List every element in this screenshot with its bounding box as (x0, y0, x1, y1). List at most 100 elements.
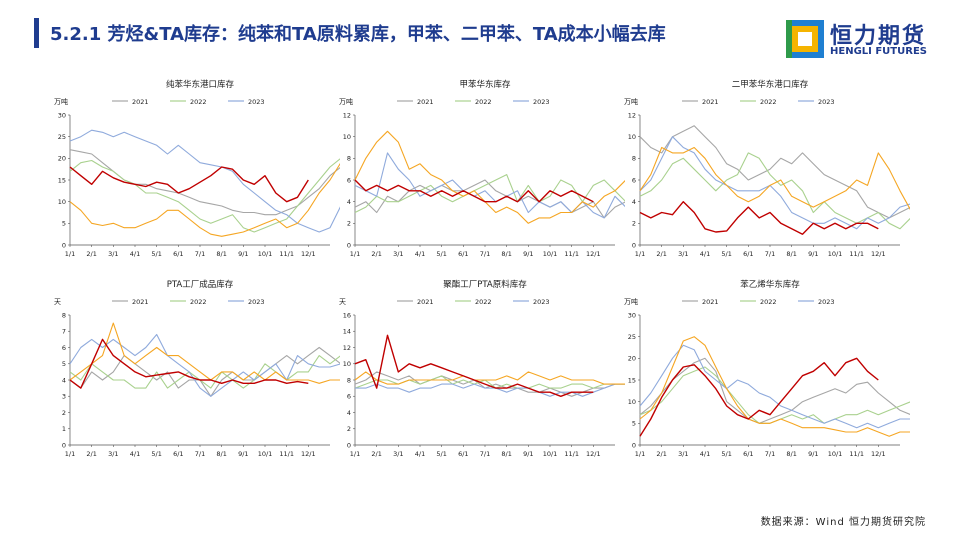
series-line-2021 (639, 125, 910, 219)
chart-pta-plant-inventory: PTA工厂成品库存天 2021 2022 2023 0 1 2 3 4 5 6 7 8 1/1 2/1 3/1… (40, 270, 340, 470)
chart-title: 二甲苯华东港口库存 (732, 79, 809, 90)
y-tick-label: 20 (58, 155, 66, 163)
x-tick-label: 3/1 (678, 250, 688, 258)
legend-label-2021: 2021 (132, 298, 149, 306)
x-tick-label: 12/1 (871, 450, 886, 458)
y-tick-label: 10 (58, 198, 66, 206)
y-tick-label: 3 (62, 393, 66, 401)
x-tick-label: 2/1 (656, 450, 666, 458)
x-tick-label: 3/1 (678, 450, 688, 458)
x-tick-label: 5/1 (436, 250, 446, 258)
x-tick-label: 12/1 (586, 450, 601, 458)
series-line-2022 (354, 174, 625, 213)
series-line-2021 (69, 346, 340, 397)
legend-label-2022: 2022 (760, 298, 777, 306)
series-line-2022 (69, 355, 340, 389)
title-accent-bar (34, 18, 39, 48)
legend-label-2023: 2023 (533, 298, 550, 306)
logo-name-en: HENGLI FUTURES (830, 46, 927, 57)
x-tick-label: 1/1 (65, 450, 75, 458)
x-tick-label: 11/1 (849, 450, 864, 458)
x-tick-label: 10/1 (258, 450, 273, 458)
x-tick-label: 11/1 (279, 450, 294, 458)
y-tick-label: 25 (628, 333, 636, 341)
y-tick-label: 5 (632, 420, 636, 428)
x-tick-label: 1/1 (635, 450, 645, 458)
x-tick-label: 4/1 (415, 450, 425, 458)
chart-title: 甲苯华东库存 (459, 79, 511, 90)
y-tick-label: 12 (343, 111, 351, 119)
series-line-orange (69, 322, 340, 384)
chart-xylene-inventory: 二甲苯华东港口库存 万吨 2021 2022 2023 0 2 4 6 8 10 12 1/1 2/1 3/… (610, 70, 910, 270)
chart-polyester-pta-inventory: 聚酯工厂PTA原料库存天 2021 2022 2023 0 2 4 6 8 10 12 14 16 1/1… (325, 270, 625, 470)
x-tick-label: 9/1 (523, 450, 533, 458)
x-tick-label: 1/1 (350, 250, 360, 258)
y-tick-label: 4 (632, 198, 636, 206)
chart-toluene-inventory: 甲苯华东库存 万吨 2021 2022 2023 0 2 4 6 8 10 12 1/1 2/1 3/1 4/… (325, 70, 625, 270)
x-tick-label: 10/1 (543, 450, 558, 458)
x-tick-label: 2/1 (86, 450, 96, 458)
x-tick-label: 10/1 (828, 250, 843, 258)
y-tick-label: 0 (632, 241, 636, 249)
x-tick-label: 3/1 (108, 250, 118, 258)
chart-title: 聚酯工厂PTA原料库存 (443, 279, 527, 290)
x-tick-label: 3/1 (108, 450, 118, 458)
x-tick-label: 11/1 (279, 250, 294, 258)
x-tick-label: 6/1 (458, 250, 468, 258)
x-tick-label: 5/1 (721, 250, 731, 258)
logo-name-cn: 恒力期货 (830, 24, 927, 49)
x-tick-label: 6/1 (743, 250, 753, 258)
y-tick-label: 6 (347, 393, 351, 401)
y-tick-label: 14 (343, 328, 351, 336)
y-tick-label: 10 (343, 360, 351, 368)
x-tick-label: 5/1 (151, 450, 161, 458)
y-tick-label: 2 (62, 409, 66, 417)
y-tick-label: 15 (58, 176, 66, 184)
series-line-2023 (69, 333, 340, 397)
y-tick-label: 2 (632, 220, 636, 228)
x-tick-label: 7/1 (195, 250, 205, 258)
x-tick-label: 4/1 (700, 250, 710, 258)
series-line-orange (69, 162, 340, 237)
x-tick-label: 9/1 (523, 250, 533, 258)
series-line-orange (354, 371, 625, 385)
y-tick-label: 1 (62, 425, 66, 433)
x-tick-label: 11/1 (564, 450, 579, 458)
x-tick-label: 7/1 (480, 250, 490, 258)
series-line-cur (354, 334, 594, 398)
y-tick-label: 4 (347, 198, 351, 206)
x-tick-label: 8/1 (786, 450, 796, 458)
x-tick-label: 5/1 (721, 450, 731, 458)
y-tick-label: 5 (62, 220, 66, 228)
x-tick-label: 1/1 (635, 250, 645, 258)
x-tick-label: 7/1 (765, 250, 775, 258)
series-line-2023 (639, 344, 910, 429)
series-line-2023 (639, 136, 910, 230)
x-tick-label: 2/1 (371, 250, 381, 258)
x-tick-label: 5/1 (436, 450, 446, 458)
x-tick-label: 10/1 (258, 250, 273, 258)
series-line-orange (354, 130, 625, 224)
x-tick-label: 11/1 (564, 250, 579, 258)
y-tick-label: 0 (632, 441, 636, 449)
legend-label-2021: 2021 (702, 98, 719, 106)
x-tick-label: 8/1 (216, 450, 226, 458)
series-line-cur (639, 200, 879, 235)
y-tick-label: 6 (62, 344, 66, 352)
x-tick-label: 10/1 (543, 250, 558, 258)
x-tick-label: 8/1 (501, 450, 511, 458)
series-line-2023 (69, 129, 340, 233)
x-tick-label: 1/1 (350, 450, 360, 458)
x-tick-label: 1/1 (65, 250, 75, 258)
series-line-2021 (69, 149, 340, 216)
x-tick-label: 7/1 (195, 450, 205, 458)
y-tick-label: 25 (58, 133, 66, 141)
series-line-cur (69, 338, 309, 389)
y-tick-label: 4 (347, 409, 351, 417)
x-tick-label: 6/1 (173, 450, 183, 458)
y-tick-label: 30 (58, 111, 66, 119)
series-line-2021 (639, 357, 910, 424)
